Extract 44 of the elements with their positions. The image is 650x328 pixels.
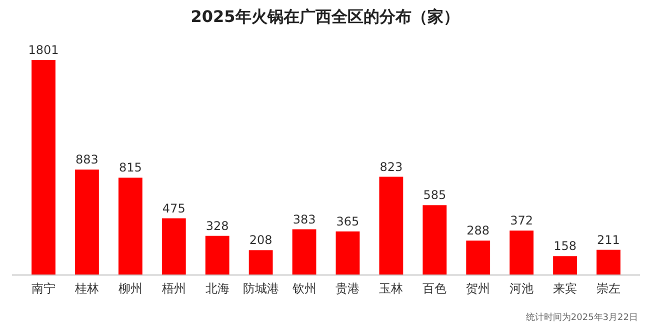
data-label: 823 [380,160,403,174]
bar [118,178,142,275]
x-tick-label: 桂林 [74,282,99,296]
chart-title: 2025年火锅在广西全区的分布（家） [190,7,460,26]
x-tick-label: 钦州 [291,282,316,296]
bar [162,218,186,275]
bar [422,205,447,275]
data-label: 208 [249,233,272,248]
x-tick-label: 防城港 [242,282,279,296]
data-label: 288 [466,224,490,238]
data-label: 1801 [28,43,59,57]
bar [75,170,99,275]
data-label: 158 [554,239,576,254]
x-tick-label: 来宾 [553,282,578,296]
data-label: 211 [597,232,620,247]
bar [248,250,273,275]
data-label: 815 [118,160,142,175]
x-tick-label: 贵港 [336,282,360,296]
bar [379,176,404,275]
x-tick-label: 贺州 [466,282,490,296]
data-label: 383 [292,212,316,226]
data-label: 328 [206,218,229,233]
x-tick-label: 玉林 [379,282,404,296]
x-tick-label: 河池 [510,282,534,296]
x-tick-label: 梧州 [160,282,186,296]
bar [510,230,534,275]
data-label: 585 [423,188,446,202]
bar [32,60,56,275]
x-tick-label: 北海 [205,282,230,296]
data-label: 883 [76,152,98,167]
x-tick-label: 柳州 [118,282,142,296]
bar [205,236,230,275]
x-tick-label: 百色 [422,282,447,296]
bar [466,240,490,275]
bar [553,256,577,275]
x-tick-label: 南宁 [32,282,56,296]
bar [596,250,620,275]
data-label: 365 [336,214,360,228]
bar [336,231,360,275]
x-tick-label: 崇左 [596,282,620,296]
bar [292,229,316,275]
data-label: 372 [510,214,534,228]
text: 统计时间为2025年3月22日 [526,312,638,323]
data-label: 475 [162,201,186,216]
